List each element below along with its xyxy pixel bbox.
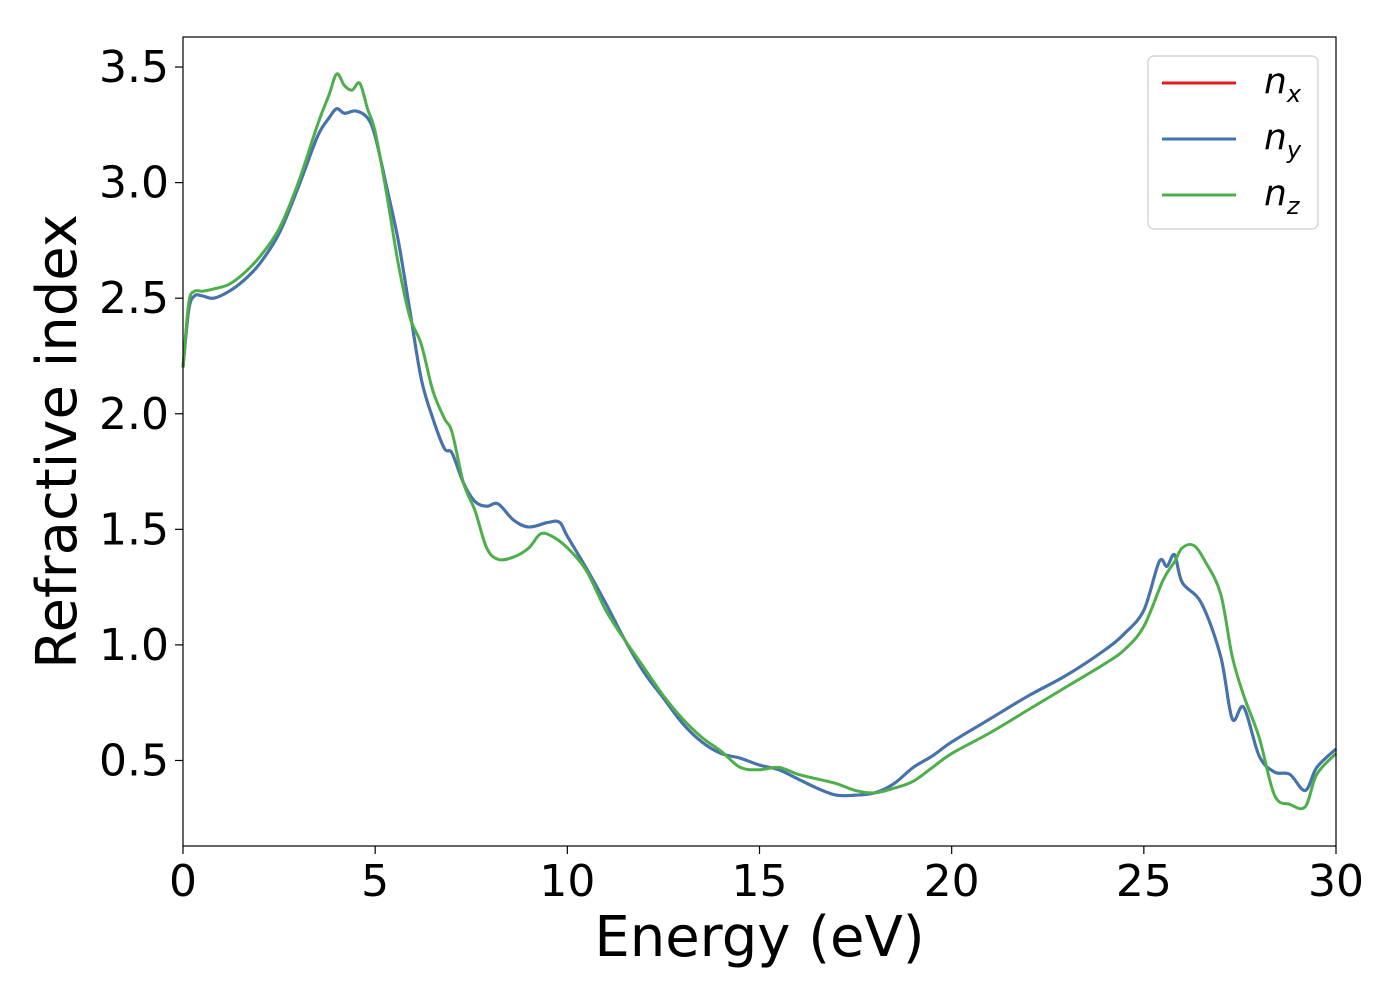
y-axis-ticks: 0.5 1.0 1.5 2.0 2.5 3.0 3.5 bbox=[99, 42, 183, 786]
y-tick-label: 3.5 bbox=[99, 42, 169, 93]
legend-label: nz bbox=[1264, 173, 1301, 220]
y-axis-label: Refractive index bbox=[25, 214, 90, 669]
series-layer bbox=[181, 72, 1338, 811]
x-tick-label: 30 bbox=[1308, 856, 1364, 907]
x-tick-label: 25 bbox=[1116, 856, 1172, 907]
x-tick-label: 0 bbox=[169, 856, 197, 907]
legend: nx ny nz bbox=[1147, 55, 1319, 230]
legend-box bbox=[1147, 55, 1319, 230]
x-axis-label: Energy (eV) bbox=[594, 905, 924, 970]
x-tick-label: 10 bbox=[539, 856, 595, 907]
legend-label: nx bbox=[1264, 61, 1302, 108]
series-line-n-z bbox=[181, 72, 1338, 811]
y-tick-label: 2.5 bbox=[99, 273, 169, 324]
y-tick-label: 1.0 bbox=[99, 620, 169, 671]
y-tick-label: 1.5 bbox=[99, 504, 169, 555]
series-line-n-y bbox=[181, 107, 1338, 798]
x-tick-label: 15 bbox=[732, 856, 788, 907]
y-tick-label: 0.5 bbox=[99, 735, 169, 786]
legend-label: ny bbox=[1264, 117, 1302, 164]
x-tick-label: 20 bbox=[924, 856, 980, 907]
x-tick-label: 5 bbox=[361, 856, 389, 907]
x-axis-ticks: 0 5 10 15 20 25 30 bbox=[169, 846, 1364, 907]
y-tick-label: 3.0 bbox=[99, 158, 169, 209]
y-tick-label: 2.0 bbox=[99, 389, 169, 440]
